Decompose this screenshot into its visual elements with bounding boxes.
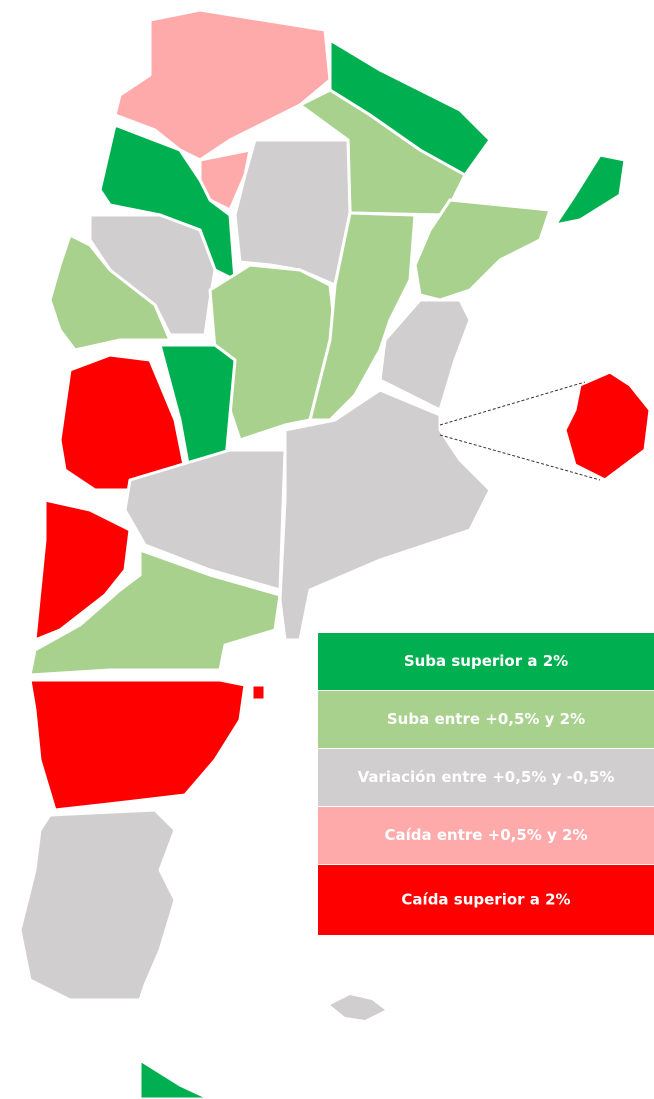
province — [138, 1058, 212, 1099]
province — [18, 808, 177, 1002]
legend-swatch — [318, 807, 654, 864]
province — [33, 498, 132, 642]
province — [98, 123, 237, 282]
province — [28, 548, 282, 677]
province — [413, 198, 552, 302]
province — [233, 138, 352, 287]
legend-swatch — [318, 691, 654, 748]
islands — [330, 995, 385, 1020]
province — [28, 678, 247, 812]
legend-label: Suba entre +0,5% y 2% — [387, 710, 585, 728]
province — [553, 153, 627, 227]
legend-label: Suba superior a 2% — [404, 652, 568, 670]
island — [250, 683, 267, 702]
provinces — [18, 8, 652, 1099]
inset-line — [439, 434, 601, 481]
inset-line — [439, 381, 586, 426]
legend-swatch — [318, 633, 654, 690]
province — [278, 388, 492, 642]
legend-swatch — [318, 865, 654, 935]
province — [308, 211, 417, 422]
legend-label: Caída superior a 2% — [401, 891, 570, 909]
legend-swatch — [318, 749, 654, 806]
inset-caba — [563, 370, 652, 482]
legend: Suba superior a 2% Suba entre +0,5% y 2% V… — [318, 633, 654, 935]
province — [123, 448, 287, 592]
province — [48, 233, 172, 352]
province — [113, 8, 332, 162]
legend-label: Variación entre +0,5% y -0,5% — [358, 768, 615, 786]
province — [378, 298, 472, 412]
legend-label: Caída entre +0,5% y 2% — [384, 826, 587, 844]
